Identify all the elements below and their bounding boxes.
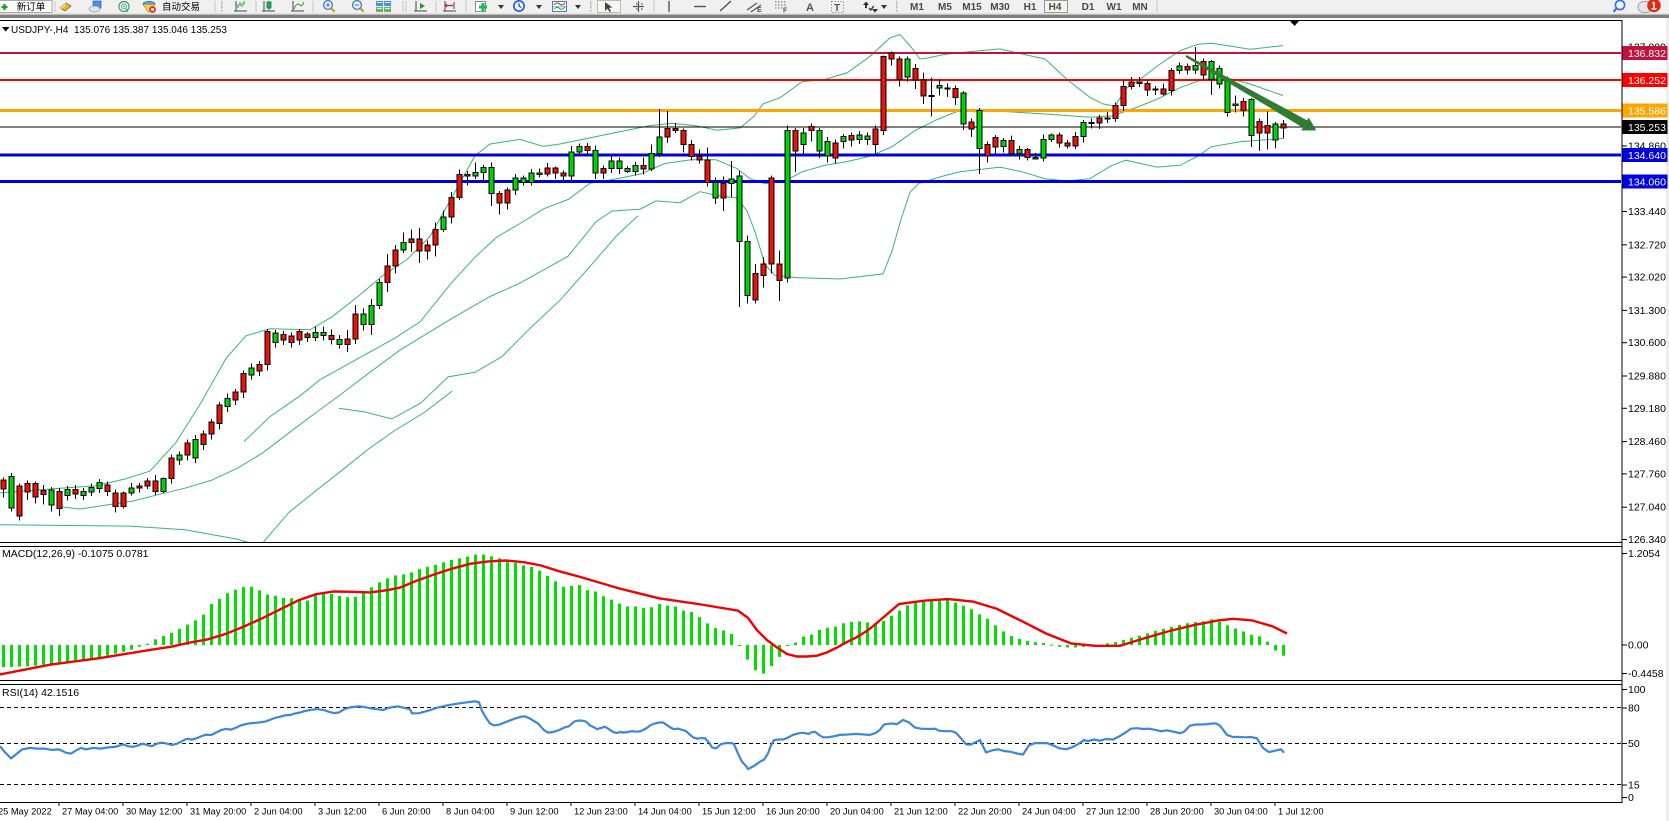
svg-text:14 Jun 04:00: 14 Jun 04:00 [638,807,692,817]
svg-text:130.600: 130.600 [1628,337,1666,349]
svg-text:MACD(12,26,9) -0.1075 0.0781: MACD(12,26,9) -0.1075 0.0781 [2,548,149,560]
svg-text:1 Jul 12:00: 1 Jul 12:00 [1278,807,1324,817]
svg-text:A: A [806,2,814,14]
svg-text:132.020: 132.020 [1628,272,1666,284]
svg-text:6 Jun 20:00: 6 Jun 20:00 [382,807,431,817]
svg-text:128.460: 128.460 [1628,436,1666,448]
svg-text:F: F [783,8,788,15]
svg-text:21 Jun 12:00: 21 Jun 12:00 [894,807,948,817]
svg-text:100: 100 [1628,684,1646,696]
svg-text:W1: W1 [1107,2,1122,13]
svg-text:3 Jun 12:00: 3 Jun 12:00 [318,807,367,817]
svg-text:25 May 2022: 25 May 2022 [0,807,52,817]
svg-text:RSI(14) 42.1516: RSI(14) 42.1516 [2,687,79,699]
svg-text:12 Jun 23:00: 12 Jun 23:00 [574,807,628,817]
svg-text:129.180: 129.180 [1628,403,1666,415]
svg-text:M15: M15 [962,2,982,13]
svg-text:USDJPY-,H4 135.076 135.387 13: USDJPY-,H4 135.076 135.387 135.046 135.2… [11,25,227,36]
svg-text:E: E [757,7,762,14]
svg-text:M5: M5 [938,2,952,13]
svg-text:20 Jun 04:00: 20 Jun 04:00 [830,807,884,817]
svg-text:M1: M1 [910,2,924,13]
svg-text:50: 50 [1628,738,1640,750]
svg-text:30 Jun 04:00: 30 Jun 04:00 [1214,807,1268,817]
svg-text:8 Jun 04:00: 8 Jun 04:00 [446,807,495,817]
svg-text:MN: MN [1132,2,1148,13]
svg-text:9 Jun 12:00: 9 Jun 12:00 [510,807,559,817]
svg-text:27 May 04:00: 27 May 04:00 [62,807,118,817]
svg-text:27 Jun 12:00: 27 Jun 12:00 [1086,807,1140,817]
svg-text:15 Jun 12:00: 15 Jun 12:00 [702,807,756,817]
svg-text:80: 80 [1628,703,1640,715]
svg-text:2 Jun 04:00: 2 Jun 04:00 [254,807,303,817]
svg-text:134.060: 134.060 [1628,177,1666,189]
svg-text:0: 0 [1628,792,1634,804]
svg-text:136.832: 136.832 [1628,48,1666,60]
svg-text:22 Jun 20:00: 22 Jun 20:00 [958,807,1012,817]
svg-text:129.880: 129.880 [1628,371,1666,383]
svg-text:131.300: 131.300 [1628,305,1666,317]
svg-text:136.252: 136.252 [1628,75,1666,87]
svg-text:H1: H1 [1024,2,1037,13]
svg-text:135.586: 135.586 [1628,106,1666,118]
svg-text:D1: D1 [1082,2,1095,13]
svg-text:126.340: 126.340 [1628,534,1666,546]
svg-text:127.040: 127.040 [1628,502,1666,514]
svg-text:24 Jun 04:00: 24 Jun 04:00 [1022,807,1076,817]
svg-text:127.760: 127.760 [1628,468,1666,480]
svg-text:16 Jun 20:00: 16 Jun 20:00 [766,807,820,817]
svg-text:135.253: 135.253 [1628,122,1666,134]
svg-text:28 Jun 20:00: 28 Jun 20:00 [1150,807,1204,817]
svg-text:15: 15 [1628,780,1640,792]
svg-text:30 May 12:00: 30 May 12:00 [126,807,182,817]
svg-text:T: T [834,3,840,14]
svg-text:133.440: 133.440 [1628,206,1666,218]
svg-text:-0.4458: -0.4458 [1628,668,1664,680]
svg-text:1.2054: 1.2054 [1628,548,1660,560]
svg-text:自动交易: 自动交易 [162,1,200,13]
svg-text:H4: H4 [1049,2,1062,13]
svg-text:0.00: 0.00 [1628,640,1649,652]
svg-text:134.640: 134.640 [1628,150,1666,162]
svg-text:31 May 20:00: 31 May 20:00 [190,807,246,817]
svg-text:新订单: 新订单 [17,1,46,13]
svg-text:M30: M30 [990,2,1010,13]
svg-text:132.720: 132.720 [1628,239,1666,251]
